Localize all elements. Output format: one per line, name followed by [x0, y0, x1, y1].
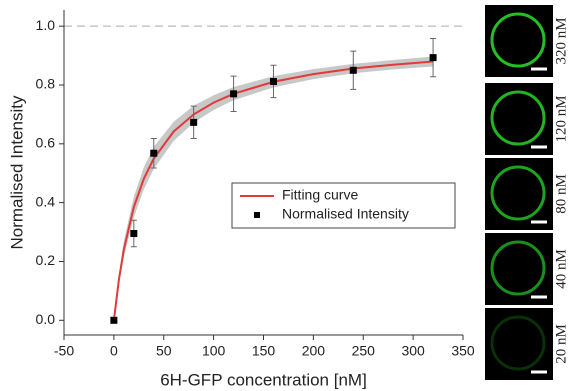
x-tick-label: 300: [401, 343, 425, 359]
data-point: [150, 150, 157, 157]
x-tick-label: 0: [110, 343, 118, 359]
x-tick-label: 250: [352, 343, 376, 359]
x-tick-label: 50: [156, 343, 172, 359]
y-tick-label: 0.4: [36, 193, 56, 209]
y-tick-label: 0.0: [36, 311, 56, 327]
panel-label: 80 nM: [553, 174, 569, 214]
x-tick-label: 350: [451, 343, 475, 359]
panel-label: 40 nM: [553, 249, 569, 289]
x-tick-label: 150: [252, 343, 276, 359]
figure: -50 0 50 100 150 200 250 300 350 0.0 0.2 0.4 0.6 0.8 1…: [0, 0, 571, 391]
x-axis-label: 6H-GFP concentration [nM]: [160, 370, 367, 389]
y-axis-label: Normalised Intensity: [7, 95, 26, 250]
y-tick-label: 0.8: [36, 76, 56, 92]
x-tick-label: -50: [54, 343, 74, 359]
data-point: [110, 317, 117, 324]
y-tick-label: 0.6: [36, 135, 56, 151]
x-tick-label: 200: [302, 343, 326, 359]
legend-label: Normalised Intensity: [282, 206, 409, 222]
data-point: [350, 67, 357, 74]
y-tick-label: 0.2: [36, 252, 56, 268]
panel-label: 120 nM: [553, 95, 569, 142]
legend-swatch: [254, 212, 260, 218]
data-point: [130, 230, 137, 237]
data-point: [270, 78, 277, 85]
data-point: [230, 90, 237, 97]
panel-label: 20 nM: [553, 324, 569, 364]
data-point: [430, 54, 437, 61]
panel-label: 320 nM: [553, 17, 569, 64]
x-tick-label: 100: [202, 343, 226, 359]
data-point: [190, 119, 197, 126]
y-tick-label: 1.0: [36, 17, 56, 33]
legend-label: Fitting curve: [282, 187, 358, 203]
